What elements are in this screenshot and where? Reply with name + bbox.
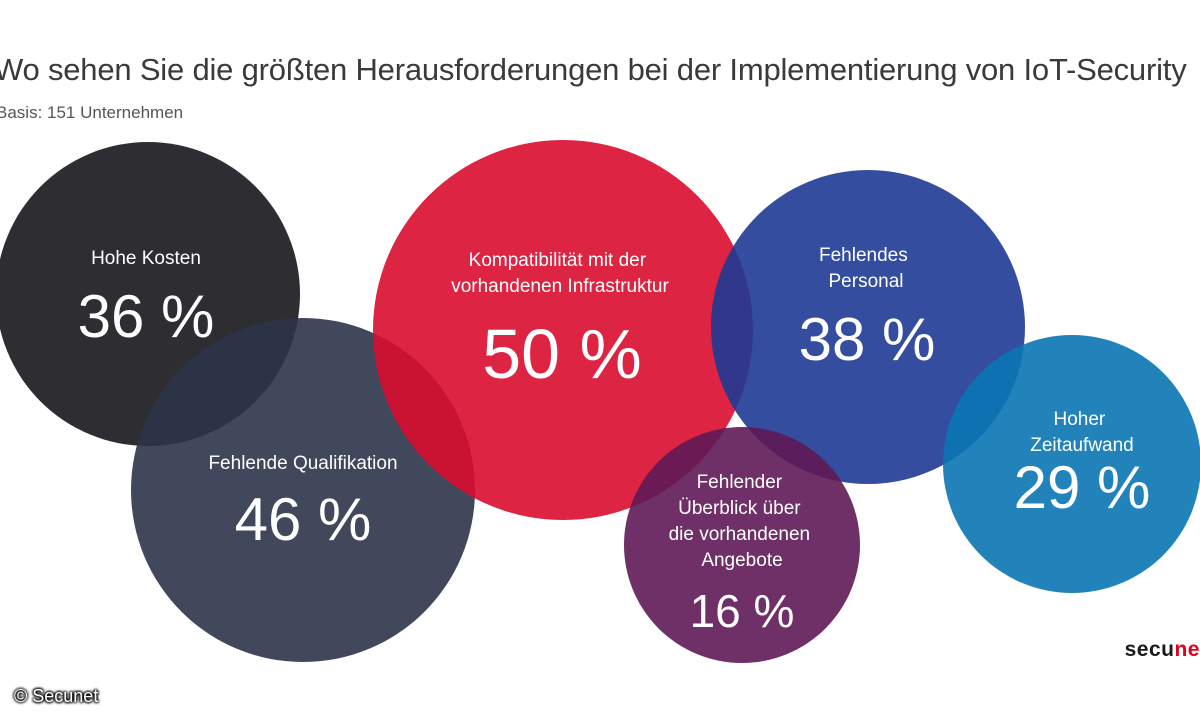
bubble-label-kompatibilitaet: Kompatibilität mit der vorhandenen Infra…: [451, 250, 669, 297]
bubble-value-fehlendes-personal: 38 %: [799, 306, 936, 373]
bubble-value-fehlender-ueberblick: 16 %: [690, 585, 795, 637]
bubble-label-fehlender-ueberblick-line1: Fehlender: [697, 472, 783, 493]
bubble-label-hoher-zeitaufwand-line2: Zeitaufwand: [1030, 435, 1134, 456]
bubble-kompatibilitaet: [373, 140, 753, 520]
bubble-label-fehlender-ueberblick-line3: die vorhandenen: [669, 524, 811, 545]
bubble-label-kompatibilitaet-line2: vorhandenen Infrastruktur: [451, 276, 669, 297]
bubble-label-fehlender-ueberblick: Fehlender Überblick über die vorhandenen…: [669, 472, 816, 571]
secunet-logo: secune: [1124, 638, 1200, 661]
bubble-label-fehlendes-personal-line2: Personal: [829, 271, 904, 292]
bubble-label-fehlendes-personal: Fehlendes Personal: [819, 245, 913, 292]
bubble-value-fehlende-qualifikation: 46 %: [235, 486, 372, 553]
bubble-fehlender-ueberblick: [624, 427, 860, 663]
chart-subtitle: Basis: 151 Unternehmen: [0, 103, 184, 122]
bubble-label-hohe-kosten: Hohe Kosten: [91, 248, 201, 269]
copyright-notice: © Secunet: [14, 686, 99, 706]
bubble-fehlendes-personal: [711, 170, 1025, 484]
bubble-label-fehlender-ueberblick-line4: Angebote: [701, 550, 782, 571]
bubble-label-fehlender-ueberblick-line2: Überblick über: [678, 498, 801, 519]
bubble-label-hoher-zeitaufwand-line1: Hoher: [1053, 409, 1105, 430]
bubble-value-hohe-kosten: 36 %: [78, 283, 215, 350]
bubble-circles: [0, 140, 1200, 663]
bubble-value-kompatibilitaet: 50 %: [482, 315, 642, 393]
bubble-label-hoher-zeitaufwand: Hoher Zeitaufwand: [1030, 409, 1134, 456]
bubble-label-kompatibilitaet-line1: Kompatibilität mit der: [469, 250, 647, 271]
bubble-value-hoher-zeitaufwand: 29 %: [1014, 454, 1151, 521]
bubble-label-fehlendes-personal-line1: Fehlendes: [819, 245, 908, 266]
bubble-hoher-zeitaufwand: [943, 335, 1200, 593]
chart-title: Wo sehen Sie die größten Herausforderung…: [0, 52, 1187, 87]
bubble-label-fehlende-qualifikation: Fehlende Qualifikation: [208, 453, 397, 474]
